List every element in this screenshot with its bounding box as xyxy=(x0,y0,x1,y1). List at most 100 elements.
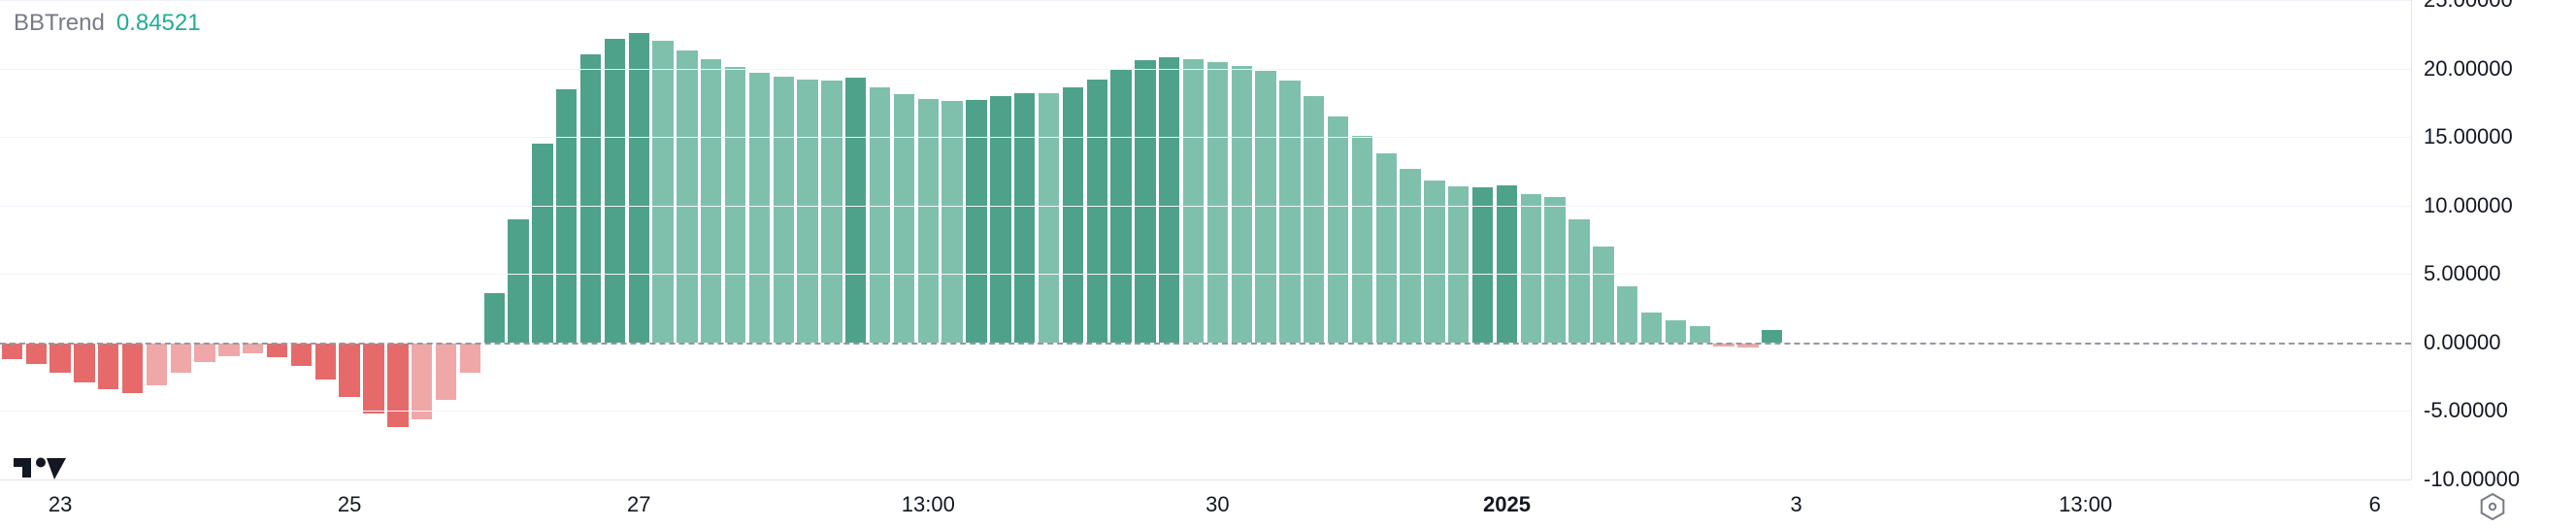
gridline xyxy=(0,411,2411,412)
chart-bar xyxy=(1569,219,1589,343)
chart-bar xyxy=(701,59,721,343)
x-axis-scale[interactable]: 23 25 27 13:00 30 2025 3 13:00 6 xyxy=(0,479,2411,528)
chart-bar xyxy=(1232,66,1252,343)
chart-zero-line xyxy=(0,343,2411,345)
indicator-legend[interactable]: BBTrend 0.84521 xyxy=(14,10,201,37)
x-axis-label: 13:00 xyxy=(902,492,955,517)
chart-bar xyxy=(605,39,625,343)
chart-bar xyxy=(845,78,866,342)
chart-plot-area[interactable] xyxy=(0,0,2411,479)
chart-bar xyxy=(1352,136,1372,343)
chart-bar xyxy=(508,219,528,343)
chart-bar xyxy=(387,343,408,428)
chart-settings-icon[interactable] xyxy=(2477,491,2508,522)
chart-bar xyxy=(1279,81,1300,343)
chart-bar xyxy=(1014,93,1035,343)
gridline xyxy=(0,0,2411,1)
chart-bar xyxy=(194,343,215,362)
y-axis-label: -10.00000 xyxy=(2424,467,2520,492)
chart-bar xyxy=(315,343,336,380)
chart-bar xyxy=(171,343,191,373)
chart-bar xyxy=(749,73,770,343)
chart-bar xyxy=(50,343,70,373)
chart-bar xyxy=(1087,80,1107,343)
chart-bar xyxy=(339,343,359,397)
chart-bar xyxy=(918,99,939,343)
chart-bar xyxy=(1376,153,1397,343)
x-axis-label: 27 xyxy=(627,492,650,517)
y-axis-scale[interactable]: -10.00000-5.000000.000005.0000010.000001… xyxy=(2411,0,2576,479)
gridline xyxy=(0,274,2411,275)
x-axis-label: 2025 xyxy=(1483,492,1531,517)
tradingview-logo-icon xyxy=(14,454,68,481)
x-axis-label: 25 xyxy=(338,492,361,517)
indicator-pane: BBTrend 0.84521 -10.00000 -5.00000 0.00000… xyxy=(0,0,2576,528)
chart-bar xyxy=(2,343,22,359)
chart-bar xyxy=(484,293,505,343)
chart-bar xyxy=(894,94,914,342)
chart-bar xyxy=(1544,197,1565,343)
gridline xyxy=(0,206,2411,207)
chart-bar xyxy=(218,343,239,356)
y-axis-label: 20.00000 xyxy=(2424,56,2513,82)
chart-bar xyxy=(1690,326,1710,343)
chart-bar xyxy=(1328,116,1348,343)
chart-bar xyxy=(1135,60,1155,343)
chart-bar xyxy=(147,343,167,385)
chart-bar xyxy=(774,77,794,343)
chart-bar xyxy=(1304,96,1324,343)
chart-bar xyxy=(26,343,47,365)
y-axis-label: 0.00000 xyxy=(2424,330,2501,355)
x-axis-label: 23 xyxy=(49,492,72,517)
chart-bar xyxy=(1617,286,1637,343)
chart-bar xyxy=(412,343,432,419)
x-axis-label: 6 xyxy=(2369,492,2381,517)
chart-bar xyxy=(98,343,118,389)
y-axis-label: 15.00000 xyxy=(2424,124,2513,149)
chart-bar xyxy=(436,343,456,400)
chart-bar xyxy=(629,33,649,343)
chart-bar xyxy=(1497,185,1517,343)
chart-bar xyxy=(532,144,552,343)
chart-bar xyxy=(1641,313,1662,343)
chart-bar xyxy=(1063,87,1083,343)
x-axis-label: 13:00 xyxy=(2059,492,2112,517)
chart-bar xyxy=(580,54,601,342)
chart-bar xyxy=(1183,59,1204,343)
chart-bar xyxy=(122,343,143,393)
chart-bar xyxy=(1593,247,1613,343)
chart-bar xyxy=(797,80,817,343)
chart-bar xyxy=(1472,187,1493,342)
chart-bar xyxy=(460,343,480,373)
gridline xyxy=(0,69,2411,70)
chart-bar xyxy=(1448,186,1469,343)
chart-bar xyxy=(556,89,577,343)
chart-bar xyxy=(74,343,94,382)
chart-bar xyxy=(870,87,890,343)
chart-bar xyxy=(363,343,383,413)
chart-bar xyxy=(1039,93,1059,343)
chart-bar xyxy=(677,50,697,343)
chart-bar xyxy=(652,41,673,343)
chart-bar xyxy=(1666,320,1686,343)
x-axis-label: 30 xyxy=(1205,492,1229,517)
y-axis-label: 10.00000 xyxy=(2424,193,2513,218)
gridline xyxy=(0,137,2411,138)
chart-bar xyxy=(1762,330,1782,343)
indicator-name: BBTrend xyxy=(14,10,105,37)
chart-bar xyxy=(1400,169,1420,343)
chart-bar xyxy=(990,96,1010,343)
chart-bar xyxy=(821,81,842,343)
y-axis-label: 25.00000 xyxy=(2424,0,2513,13)
chart-bar xyxy=(1159,57,1179,343)
chart-bar xyxy=(267,343,287,358)
chart-bars xyxy=(0,0,2411,479)
chart-bar xyxy=(1207,62,1228,343)
y-axis-label: 5.00000 xyxy=(2424,261,2501,286)
x-axis-label: 3 xyxy=(1790,492,1801,517)
indicator-value: 0.84521 xyxy=(116,10,201,37)
chart-bar xyxy=(1255,71,1275,342)
chart-bar xyxy=(291,343,312,366)
chart-bar xyxy=(1521,194,1541,342)
y-axis-label: -5.00000 xyxy=(2424,398,2508,423)
